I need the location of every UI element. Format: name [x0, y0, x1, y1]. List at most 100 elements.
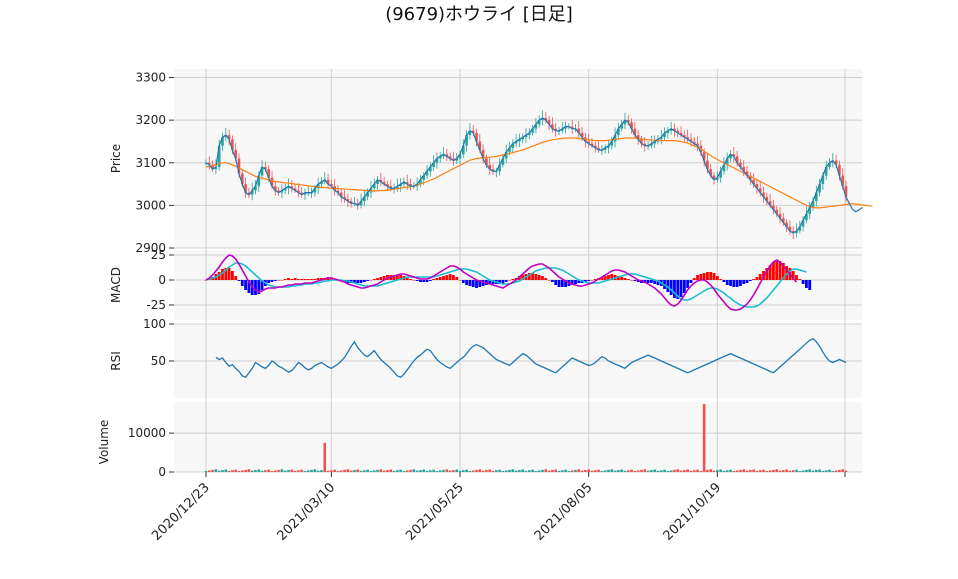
candle-body: [330, 184, 333, 187]
candle-body: [485, 158, 488, 165]
macd-histogram-bar: [395, 275, 399, 280]
volume-bar: [504, 470, 508, 472]
candle-body: [498, 164, 501, 172]
macd-histogram-bar: [280, 280, 284, 281]
macd-histogram-bar: [376, 278, 379, 280]
volume-bar: [673, 469, 676, 472]
volume-bar: [791, 470, 795, 472]
macd-histogram-bar: [353, 280, 356, 283]
candle-body: [696, 143, 699, 146]
x-tick-label: 2021/08/05: [532, 480, 596, 544]
volume-bar: [834, 470, 838, 472]
volume-bar: [488, 469, 492, 472]
macd-histogram-bar: [415, 280, 419, 281]
candle-body: [838, 164, 841, 176]
macd-histogram-bar: [778, 261, 782, 280]
volume-bar: [310, 469, 313, 472]
candle-body: [386, 184, 389, 187]
candle-body: [376, 179, 379, 185]
macd-histogram-bar: [798, 279, 802, 280]
volume-bar: [679, 470, 683, 472]
candle-body: [425, 171, 429, 176]
volume-bar: [808, 469, 812, 472]
volume-bar: [716, 470, 719, 472]
macd-histogram-bar: [709, 272, 713, 280]
volume-bar: [818, 469, 821, 472]
macd-histogram-bar: [313, 279, 317, 280]
volume-bar: [663, 469, 666, 472]
volume-bar: [300, 469, 303, 472]
volume-bar: [389, 469, 393, 472]
candle-body: [633, 128, 637, 136]
candle-body: [462, 145, 465, 155]
macd-histogram-bar: [237, 280, 241, 281]
macd-histogram-bar: [696, 275, 699, 280]
volume-bar: [514, 470, 518, 472]
candle-body: [775, 209, 779, 214]
macd-histogram-bar: [303, 279, 307, 280]
macd-histogram-bar: [382, 276, 386, 280]
candle-body: [458, 154, 462, 159]
volume-bar: [762, 469, 765, 472]
candle-body: [244, 184, 247, 193]
volume-bar: [349, 470, 353, 472]
candle-body: [468, 130, 472, 136]
volume-bar: [650, 470, 653, 472]
volume-bar: [409, 469, 412, 472]
candle-body: [405, 181, 409, 185]
candle-body: [663, 132, 666, 138]
volume-bar: [626, 470, 630, 472]
volume-bar: [725, 470, 729, 472]
candle-body: [382, 181, 386, 185]
candle-body: [372, 184, 376, 189]
price-axis-label: Price: [109, 144, 123, 173]
volume-bar: [478, 469, 482, 472]
macd-histogram-bar: [320, 278, 323, 280]
macd-axis-label: MACD: [109, 267, 123, 303]
volume-bar: [633, 471, 637, 472]
macd-histogram-bar: [772, 262, 775, 280]
candle-body: [534, 124, 538, 129]
rsi-line: [215, 338, 847, 379]
candle-body: [257, 175, 261, 187]
candle-body: [808, 207, 812, 214]
macd-histogram-bar: [356, 280, 360, 283]
macd-histogram-bar: [775, 260, 779, 280]
volume-bar: [732, 471, 736, 472]
macd-histogram-bar: [224, 268, 228, 280]
candle-body: [297, 190, 300, 193]
macd-histogram-bar: [554, 280, 558, 285]
candle-body: [452, 158, 455, 161]
macd-histogram-bar: [455, 277, 459, 280]
volume-bar: [620, 469, 623, 472]
volume-bar: [468, 471, 472, 472]
volume-bar: [237, 471, 241, 472]
volume-bar: [567, 471, 571, 472]
candle-body: [438, 156, 442, 159]
macd-histogram-bar: [254, 280, 257, 295]
candle-body: [706, 160, 709, 170]
volume-bar: [580, 470, 584, 472]
volume-bar: [557, 470, 561, 472]
volume-bar: [339, 470, 343, 472]
candle-body: [815, 192, 818, 202]
price-y-tick-label: 2900: [135, 241, 166, 255]
candle-body: [821, 175, 825, 185]
volume-bar: [828, 469, 831, 472]
volume-bar: [438, 470, 442, 472]
x-tick-label: 2020/12/23: [149, 480, 213, 544]
volume-bar: [821, 470, 825, 472]
x-tick-label: 2021/05/25: [403, 480, 467, 544]
macd-histogram-bar: [501, 280, 505, 284]
candle-body: [689, 139, 693, 142]
macd-histogram-bar: [537, 275, 541, 280]
volume-bar: [306, 470, 310, 472]
candle-body: [323, 179, 327, 182]
candle-body: [758, 188, 762, 193]
macd-histogram-bar: [682, 280, 686, 293]
volume-bar: [782, 470, 785, 472]
candle-body: [237, 158, 241, 174]
candle-body: [610, 141, 614, 146]
candle-body: [640, 139, 643, 144]
candle-body: [455, 158, 459, 161]
